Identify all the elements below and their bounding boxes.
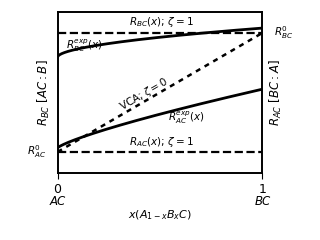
Y-axis label: $R_{BC}$ $[AC{:}B]$: $R_{BC}$ $[AC{:}B]$ — [36, 59, 52, 126]
Text: $R^{exp}_{BC}(x)$: $R^{exp}_{BC}(x)$ — [66, 37, 103, 54]
Text: $R^{exp}_{AC}(x)$: $R^{exp}_{AC}(x)$ — [168, 110, 205, 126]
Text: AC: AC — [50, 195, 66, 208]
Text: $R_{BC}(x);\, \zeta=1$: $R_{BC}(x);\, \zeta=1$ — [129, 15, 194, 29]
Text: $R_{AC}(x);\, \zeta=1$: $R_{AC}(x);\, \zeta=1$ — [129, 135, 194, 149]
Y-axis label: $R_{AC}$ $[BC{:}A]$: $R_{AC}$ $[BC{:}A]$ — [268, 59, 284, 126]
Text: $R^0_{BC}$: $R^0_{BC}$ — [274, 24, 293, 41]
Text: BC: BC — [254, 195, 270, 208]
Text: VCA; $\zeta=0$: VCA; $\zeta=0$ — [117, 74, 171, 114]
Text: $x(A_{1-x}B_xC)$: $x(A_{1-x}B_xC)$ — [128, 208, 192, 222]
Text: $R^0_{AC}$: $R^0_{AC}$ — [27, 144, 46, 160]
